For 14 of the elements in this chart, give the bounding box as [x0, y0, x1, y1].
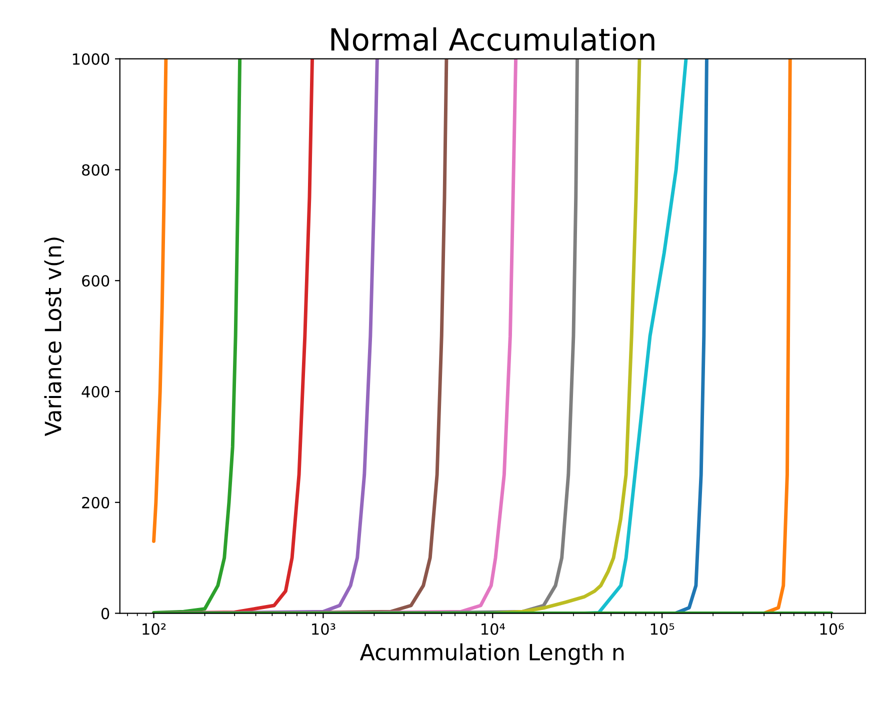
y-tick-label: 1000 [72, 53, 110, 65]
y-tick-label: 600 [82, 275, 110, 287]
x-tick-label: 10⁶ [820, 623, 844, 635]
y-tick-label: 800 [82, 164, 110, 176]
y-tick-label: 0 [101, 608, 110, 620]
y-tick-label: 400 [82, 386, 110, 398]
x-tick-label: 10⁵ [650, 623, 674, 635]
x-tick-label: 10³ [312, 623, 336, 635]
chart-title: Normal Accumulation [331, 27, 654, 51]
x-tick-label: 10⁴ [482, 623, 505, 635]
x-axis-title: Acummulation Length n [360, 643, 624, 665]
y-tick-label: 200 [82, 496, 110, 508]
x-tick-label: 10² [142, 623, 166, 635]
y-axis-title: Variance Lost v(n) [44, 238, 64, 436]
